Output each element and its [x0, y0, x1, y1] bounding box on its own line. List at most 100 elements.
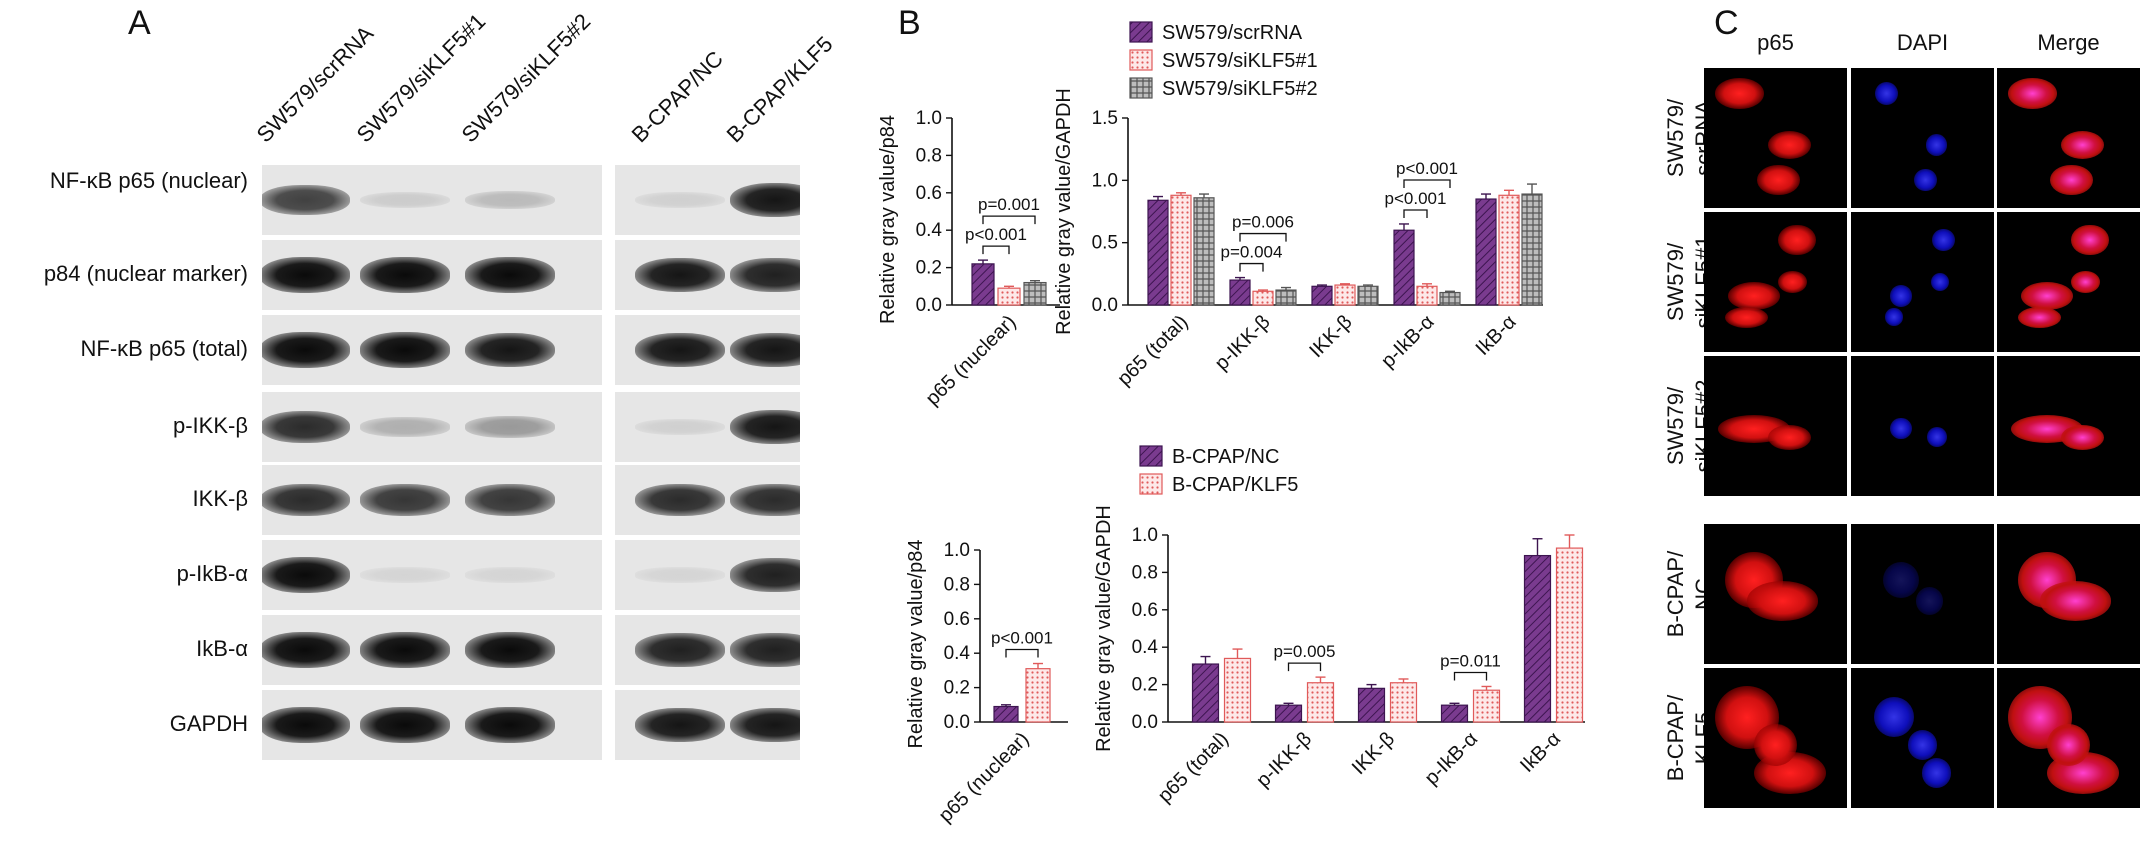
bar	[1191, 663, 1220, 723]
panel-letter-b: B	[898, 4, 921, 42]
nucleus-shape	[1907, 730, 1938, 760]
blot-band	[730, 332, 800, 368]
bar	[997, 287, 1021, 306]
legend-label: SW579/scrRNA	[1162, 22, 1303, 44]
nucleus-shape	[1926, 134, 1948, 156]
if-image-tile	[1997, 668, 2140, 808]
if-image-tile	[1997, 212, 2140, 352]
bar	[1523, 554, 1552, 723]
blot-band	[262, 410, 350, 444]
blot-row-label: IkB-α	[196, 636, 248, 661]
if-image-tile	[1851, 356, 1994, 496]
y-tick-label: 0.0	[944, 712, 970, 733]
y-tick-label: 0.8	[916, 145, 942, 166]
if-column-header: Merge	[2037, 30, 2100, 55]
nucleus-shape	[1873, 696, 1915, 738]
bar	[1229, 279, 1251, 306]
blot-strip	[262, 690, 602, 760]
nucleus-shape	[1932, 228, 1956, 252]
bar	[1440, 704, 1469, 723]
bar	[1472, 689, 1501, 723]
bar	[1416, 285, 1438, 306]
y-axis-label: Relative gray value/p84	[877, 115, 899, 324]
nucleus-shape	[1926, 427, 1947, 448]
if-image-tile	[1704, 68, 1847, 208]
bar	[1439, 291, 1461, 306]
cell-shape	[2021, 282, 2073, 310]
cell-shape	[1725, 306, 1769, 328]
blot-strip	[615, 165, 800, 235]
blot-row-label: GAPDH	[169, 711, 248, 736]
bar	[1147, 199, 1169, 306]
blot-strip	[615, 315, 800, 385]
bar	[1170, 194, 1192, 306]
panel-letter-c: C	[1714, 4, 1739, 42]
nucleus-shape	[1885, 308, 1903, 326]
legend-label: SW579/siKLF5#2	[1162, 78, 1318, 100]
if-image-tile	[1851, 524, 1994, 664]
blot-band	[360, 417, 450, 437]
cell-shape	[1754, 724, 1797, 766]
nucleus-shape	[1882, 561, 1920, 599]
legend-swatch	[1129, 77, 1153, 99]
blot-band	[730, 258, 800, 292]
cell-shape	[1768, 131, 1812, 159]
bar	[1025, 668, 1051, 723]
cell-shape	[2047, 724, 2090, 766]
y-tick-label: 0.0	[916, 295, 942, 316]
nucleus-shape	[1875, 81, 1899, 105]
bar	[1311, 285, 1333, 306]
y-tick-label: 0.4	[944, 643, 971, 664]
cell-shape	[1715, 77, 1765, 109]
x-tick-label: p-IkB-α	[1421, 728, 1482, 789]
if-image-tile	[1997, 356, 2140, 496]
cell-shape	[1768, 424, 1812, 450]
p-value-label: p<0.001	[965, 225, 1027, 244]
y-tick-label: 1.0	[944, 540, 970, 561]
blot-band	[730, 707, 800, 743]
y-tick-label: 0.6	[944, 609, 970, 630]
blot-band	[730, 182, 800, 218]
blot-strip	[262, 392, 602, 462]
blot-strip	[262, 165, 602, 235]
if-image-tile	[1704, 356, 1847, 496]
if-image-tile	[1704, 212, 1847, 352]
legend-swatch	[1129, 21, 1153, 43]
legend-label: B-CPAP/NC	[1172, 446, 1279, 468]
blot-band	[730, 633, 800, 667]
p-value-label: p<0.001	[991, 629, 1053, 648]
p-value-label: p=0.006	[1232, 213, 1294, 232]
y-tick-label: 0.2	[1132, 675, 1158, 696]
y-tick-label: 1.0	[916, 108, 942, 129]
blot-row-label: IKK-β	[192, 486, 248, 511]
blot-band	[360, 567, 450, 583]
x-tick-label: IKK-β	[1348, 728, 1399, 779]
x-tick-label: IKK-β	[1305, 311, 1356, 362]
blot-strip	[615, 465, 800, 535]
y-axis-label: Relative gray value/GAPDH	[1053, 88, 1075, 335]
blot-strip	[262, 315, 602, 385]
bar	[1275, 289, 1297, 306]
if-image-tile	[1851, 668, 1994, 808]
y-axis-label: Relative gray value/p84	[905, 539, 927, 748]
blot-band	[262, 557, 350, 593]
x-tick-label: p65 (nuclear)	[935, 728, 1034, 827]
p-value-label: p<0.001	[1385, 189, 1447, 208]
blot-band	[262, 632, 350, 668]
nucleus-shape	[1913, 168, 1937, 192]
y-axis-label: Relative gray value/GAPDH	[1093, 505, 1115, 752]
y-tick-label: 0.0	[1092, 295, 1118, 316]
blot-row-label: p84 (nuclear marker)	[43, 261, 248, 286]
if-image-tile	[1851, 212, 1994, 352]
x-tick-label: p-IKK-β	[1211, 311, 1275, 375]
nucleus-shape	[1915, 587, 1944, 615]
blot-strip	[262, 615, 602, 685]
blot-band	[465, 484, 555, 516]
x-tick-label: p65 (total)	[1154, 728, 1233, 807]
significance-bracket	[1005, 648, 1039, 658]
blot-band	[360, 257, 450, 293]
y-tick-label: 0.4	[916, 220, 943, 241]
y-tick-label: 0.4	[1132, 637, 1159, 658]
bar	[1223, 657, 1252, 723]
nucleus-shape	[1922, 758, 1952, 788]
